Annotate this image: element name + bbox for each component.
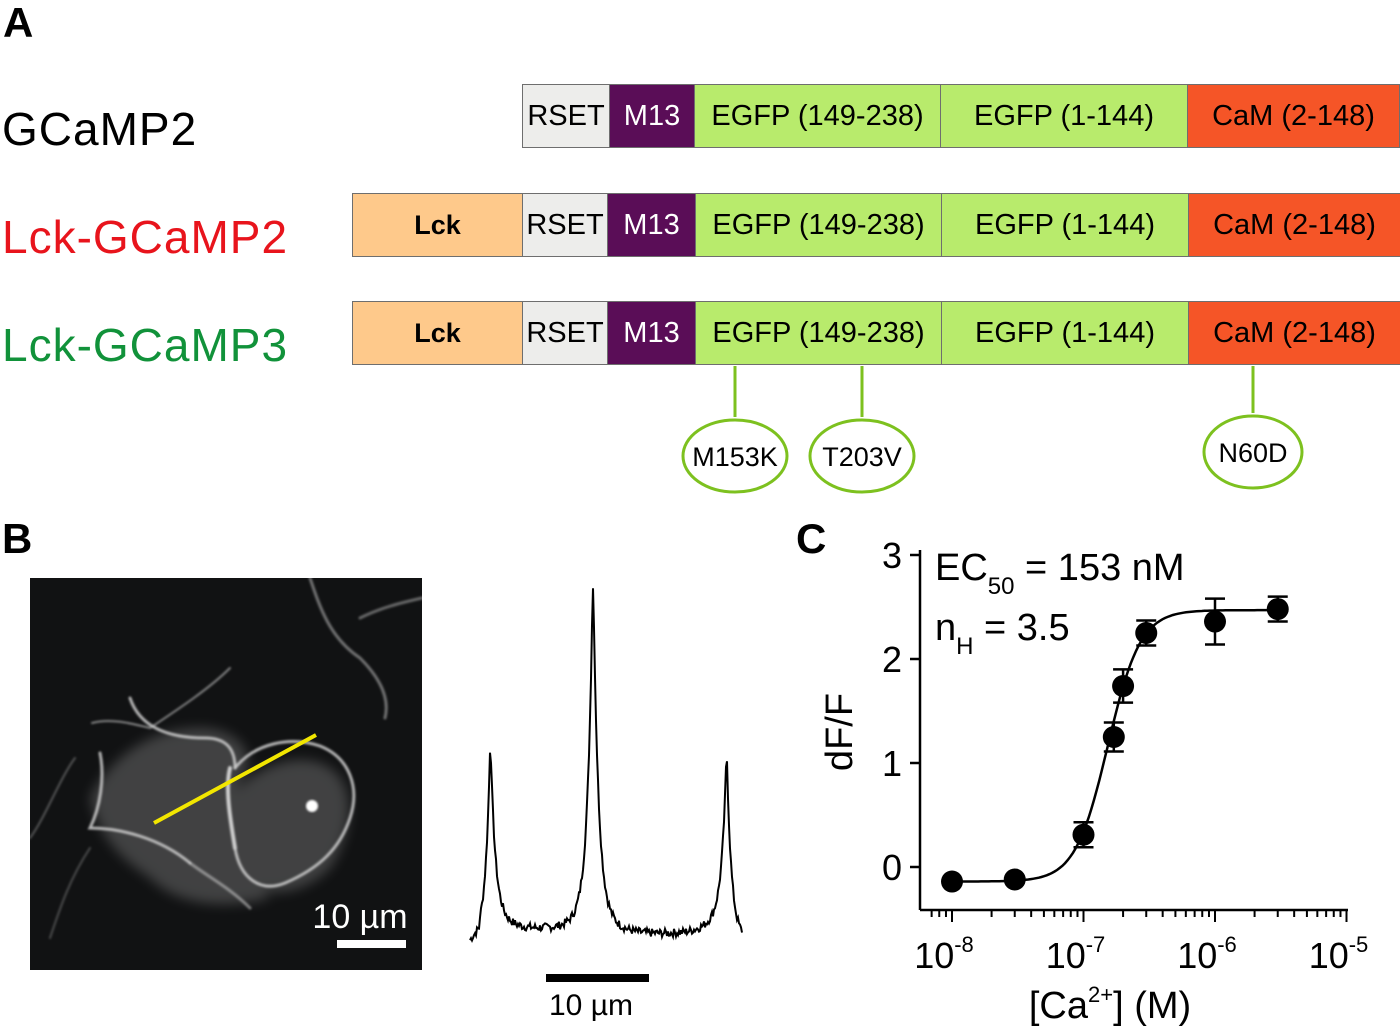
svg-text:2: 2 [882, 639, 902, 680]
construct-label-lck-gcamp3: Lck-GCaMP3 [2, 319, 289, 371]
data-point [1135, 622, 1158, 644]
construct-bar-lck-gcamp3: Lck RSET M13 EGFP (149-238) EGFP (1-144) CaM … [352, 301, 1400, 365]
segment-egfp-1-144: EGFP (1-144) [942, 193, 1189, 257]
x-tick-label: 10-5 [1309, 932, 1369, 976]
construct-bar-gcamp2: RSET M13 EGFP (149-238) EGFP (1-144) CaM (2-… [522, 84, 1400, 148]
data-point [1204, 610, 1226, 633]
panel-letter-c: C [796, 515, 827, 562]
segment-egfp-149-238: EGFP (149-238) [696, 193, 942, 257]
segment-rset: RSET [522, 84, 610, 148]
svg-text:N60D: N60D [1218, 438, 1287, 468]
image-scale-bar [337, 940, 406, 948]
segment-lck: Lck [352, 301, 523, 365]
data-point [1072, 823, 1095, 846]
x-tick-label: 10-7 [1046, 932, 1106, 976]
segment-rset: RSET [523, 301, 608, 365]
segment-lck: Lck [352, 193, 523, 257]
mutation-n60d [1202, 414, 1304, 490]
fluorescence-micrograph: 10 µm [30, 578, 422, 970]
panel-letter-b: B [2, 515, 33, 562]
segment-cam-2-148: CaM (2-148) [1189, 193, 1400, 257]
line-profile-trace: 10 µm [469, 588, 743, 1022]
profile-scale-bar [546, 974, 649, 982]
x-axis-label: [Ca2+] (M) [1029, 982, 1191, 1026]
segment-m13: M13 [610, 84, 695, 148]
svg-text:M153K: M153K [692, 442, 778, 472]
segment-cam-2-148: CaM (2-148) [1189, 301, 1400, 365]
svg-text:0: 0 [882, 847, 902, 888]
data-point [1102, 726, 1125, 748]
segment-m13: M13 [608, 193, 696, 257]
titration-chart: 0 1 2 3 10-8 10-7 10-6 10-5 [Ca2+] (M) dF/F EC50 =… [819, 535, 1369, 1026]
construct-bar-lck-gcamp2: Lck RSET M13 EGFP (149-238) EGFP (1-144) CaM … [352, 193, 1400, 257]
segment-egfp-149-238: EGFP (149-238) [696, 301, 942, 365]
svg-text:3: 3 [882, 535, 902, 576]
x-tick-label: 10-6 [1177, 932, 1237, 976]
segment-egfp-1-144: EGFP (1-144) [942, 301, 1189, 365]
panel-letter-a: A [3, 0, 34, 46]
data-point [1266, 598, 1289, 621]
ec50-annotation: EC50 = 153 nM [935, 547, 1185, 600]
line-scan-marker [153, 733, 317, 825]
y-axis-label: dF/F [819, 693, 861, 771]
mutation-annotations: M153K T203V N60D [681, 366, 1304, 494]
image-scale-label: 10 µm [312, 898, 407, 936]
mutation-m153k [681, 418, 789, 494]
segment-egfp-149-238: EGFP (149-238) [695, 84, 941, 148]
data-point [1003, 868, 1026, 891]
construct-label-gcamp2: GCaMP2 [2, 103, 198, 155]
construct-label-lck-gcamp2: Lck-GCaMP2 [2, 211, 289, 263]
mutation-t203v [808, 418, 916, 494]
hill-annotation: nH = 3.5 [935, 607, 1070, 660]
segment-cam-2-148: CaM (2-148) [1188, 84, 1400, 148]
svg-text:T203V: T203V [822, 442, 902, 472]
segment-rset: RSET [523, 193, 608, 257]
svg-text:1: 1 [882, 743, 902, 784]
x-tick-label: 10-8 [914, 932, 974, 976]
segment-egfp-1-144: EGFP (1-144) [941, 84, 1188, 148]
profile-scale-label: 10 µm [549, 989, 633, 1022]
segment-m13: M13 [608, 301, 696, 365]
data-point [941, 870, 963, 893]
data-point [1112, 675, 1135, 698]
